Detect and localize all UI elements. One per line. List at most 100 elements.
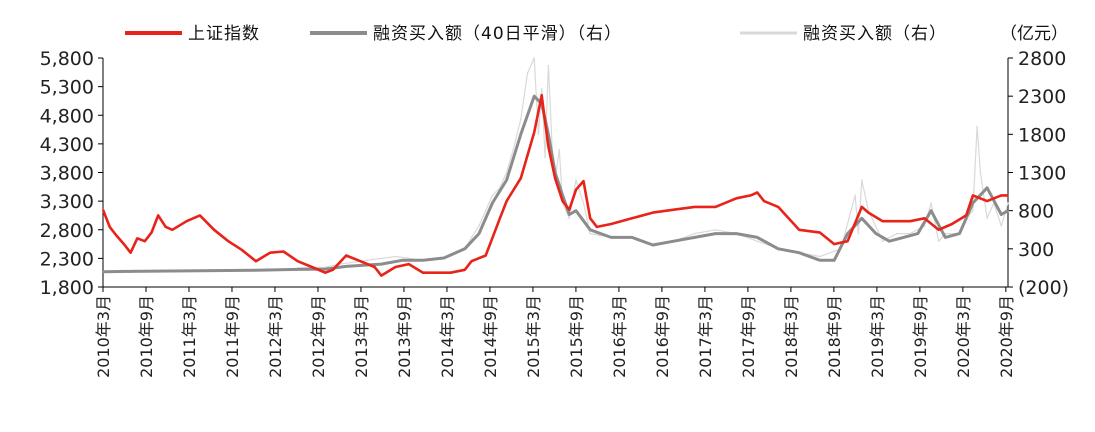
data-point bbox=[380, 274, 383, 277]
data-point bbox=[896, 232, 898, 235]
data-point bbox=[422, 271, 424, 274]
data-point bbox=[491, 194, 494, 197]
data-point bbox=[1007, 209, 1009, 212]
data-point bbox=[296, 260, 299, 263]
data-point bbox=[652, 244, 654, 246]
data-point bbox=[881, 220, 884, 222]
data-point bbox=[478, 232, 480, 235]
right-tick-label: (200) bbox=[1018, 277, 1069, 299]
data-point bbox=[499, 217, 501, 220]
data-point bbox=[464, 269, 466, 271]
data-point bbox=[129, 270, 132, 273]
data-point bbox=[561, 200, 564, 202]
data-point bbox=[693, 236, 696, 239]
x-tick-label: 2014年3月 bbox=[438, 295, 457, 378]
data-point bbox=[394, 266, 397, 268]
x-tick-label: 2020年9月 bbox=[997, 295, 1016, 378]
x-tick-label: 2011年3月 bbox=[180, 295, 199, 378]
x-tick-label: 2015年3月 bbox=[524, 295, 543, 378]
data-point bbox=[520, 133, 522, 136]
data-point bbox=[976, 125, 978, 128]
data-point bbox=[756, 191, 759, 194]
data-point bbox=[854, 194, 856, 197]
data-point bbox=[749, 194, 752, 197]
data-point bbox=[610, 236, 612, 239]
x-tick-label: 2010年3月 bbox=[94, 295, 113, 378]
right-tick-label: 1300 bbox=[1018, 163, 1066, 185]
x-tick-label: 2019年9月 bbox=[911, 295, 930, 378]
data-point bbox=[965, 214, 967, 217]
right-tick-label: 300 bbox=[1018, 239, 1054, 261]
data-point bbox=[819, 259, 821, 262]
legend-label-index: 上证指数 bbox=[188, 24, 260, 44]
data-point bbox=[857, 232, 860, 235]
data-point bbox=[819, 231, 821, 234]
data-point bbox=[861, 217, 863, 220]
data-point bbox=[136, 237, 139, 240]
data-point bbox=[631, 236, 633, 239]
data-point bbox=[332, 269, 334, 271]
data-point bbox=[1000, 225, 1003, 227]
left-tick-label: 4,300 bbox=[40, 134, 94, 156]
data-point bbox=[533, 95, 535, 97]
data-point bbox=[150, 231, 153, 234]
data-point bbox=[798, 251, 800, 254]
data-point bbox=[359, 260, 362, 263]
data-point bbox=[986, 217, 988, 220]
data-point bbox=[543, 114, 545, 117]
data-point bbox=[888, 240, 891, 242]
data-point bbox=[470, 236, 473, 239]
x-tick-label: 2019年3月 bbox=[868, 295, 887, 378]
data-point bbox=[123, 243, 125, 245]
data-point bbox=[255, 260, 257, 263]
data-point bbox=[652, 211, 654, 214]
data-point bbox=[798, 229, 800, 231]
left-tick-label: 2,800 bbox=[40, 220, 94, 242]
x-tick-label: 2018年9月 bbox=[825, 295, 844, 378]
data-point bbox=[540, 94, 543, 96]
data-point bbox=[923, 217, 926, 220]
x-tick-label: 2017年9月 bbox=[739, 295, 758, 378]
data-point bbox=[937, 229, 940, 231]
data-point bbox=[867, 211, 870, 214]
data-point bbox=[1000, 194, 1003, 197]
data-point bbox=[345, 265, 348, 268]
data-point bbox=[505, 179, 508, 181]
data-point bbox=[505, 171, 508, 174]
data-point bbox=[568, 217, 571, 220]
data-point bbox=[610, 223, 612, 225]
data-point bbox=[777, 248, 779, 250]
data-point bbox=[484, 254, 487, 257]
legend: 上证指数 融资买入额（40日平滑）（右） 融资买入额（右） bbox=[125, 24, 947, 44]
data-point bbox=[213, 229, 215, 231]
data-point bbox=[373, 266, 376, 268]
data-point bbox=[582, 180, 585, 182]
data-point bbox=[986, 187, 988, 189]
data-point bbox=[255, 269, 257, 272]
x-tick-label: 2012年9月 bbox=[309, 295, 328, 378]
data-point bbox=[129, 251, 132, 254]
data-point bbox=[282, 250, 285, 253]
left-tick-label: 1,800 bbox=[40, 277, 94, 299]
data-point bbox=[144, 240, 146, 242]
data-point bbox=[575, 188, 577, 191]
data-point bbox=[1000, 213, 1003, 216]
data-point bbox=[505, 200, 508, 202]
data-point bbox=[589, 229, 591, 231]
series-1 bbox=[102, 94, 1009, 274]
x-axis-ticks: 2010年3月 2010年9月 2011年3月 2011年9月 2012年3月 2012年… bbox=[94, 287, 1016, 378]
x-tick-label: 2013年9月 bbox=[395, 295, 414, 378]
legend-label-raw: 融资买入额（右） bbox=[803, 24, 947, 44]
right-tick-label: 2800 bbox=[1018, 48, 1066, 70]
data-point bbox=[554, 177, 556, 179]
data-point bbox=[171, 270, 174, 272]
data-point bbox=[909, 220, 911, 222]
data-point bbox=[833, 259, 835, 262]
data-point bbox=[875, 232, 877, 235]
data-point bbox=[478, 225, 480, 227]
legend-label-smooth: 融资买入额（40日平滑）（右） bbox=[373, 24, 622, 44]
data-point bbox=[449, 271, 452, 274]
data-point bbox=[582, 202, 585, 204]
series-line bbox=[102, 94, 1009, 274]
data-point bbox=[917, 232, 919, 235]
